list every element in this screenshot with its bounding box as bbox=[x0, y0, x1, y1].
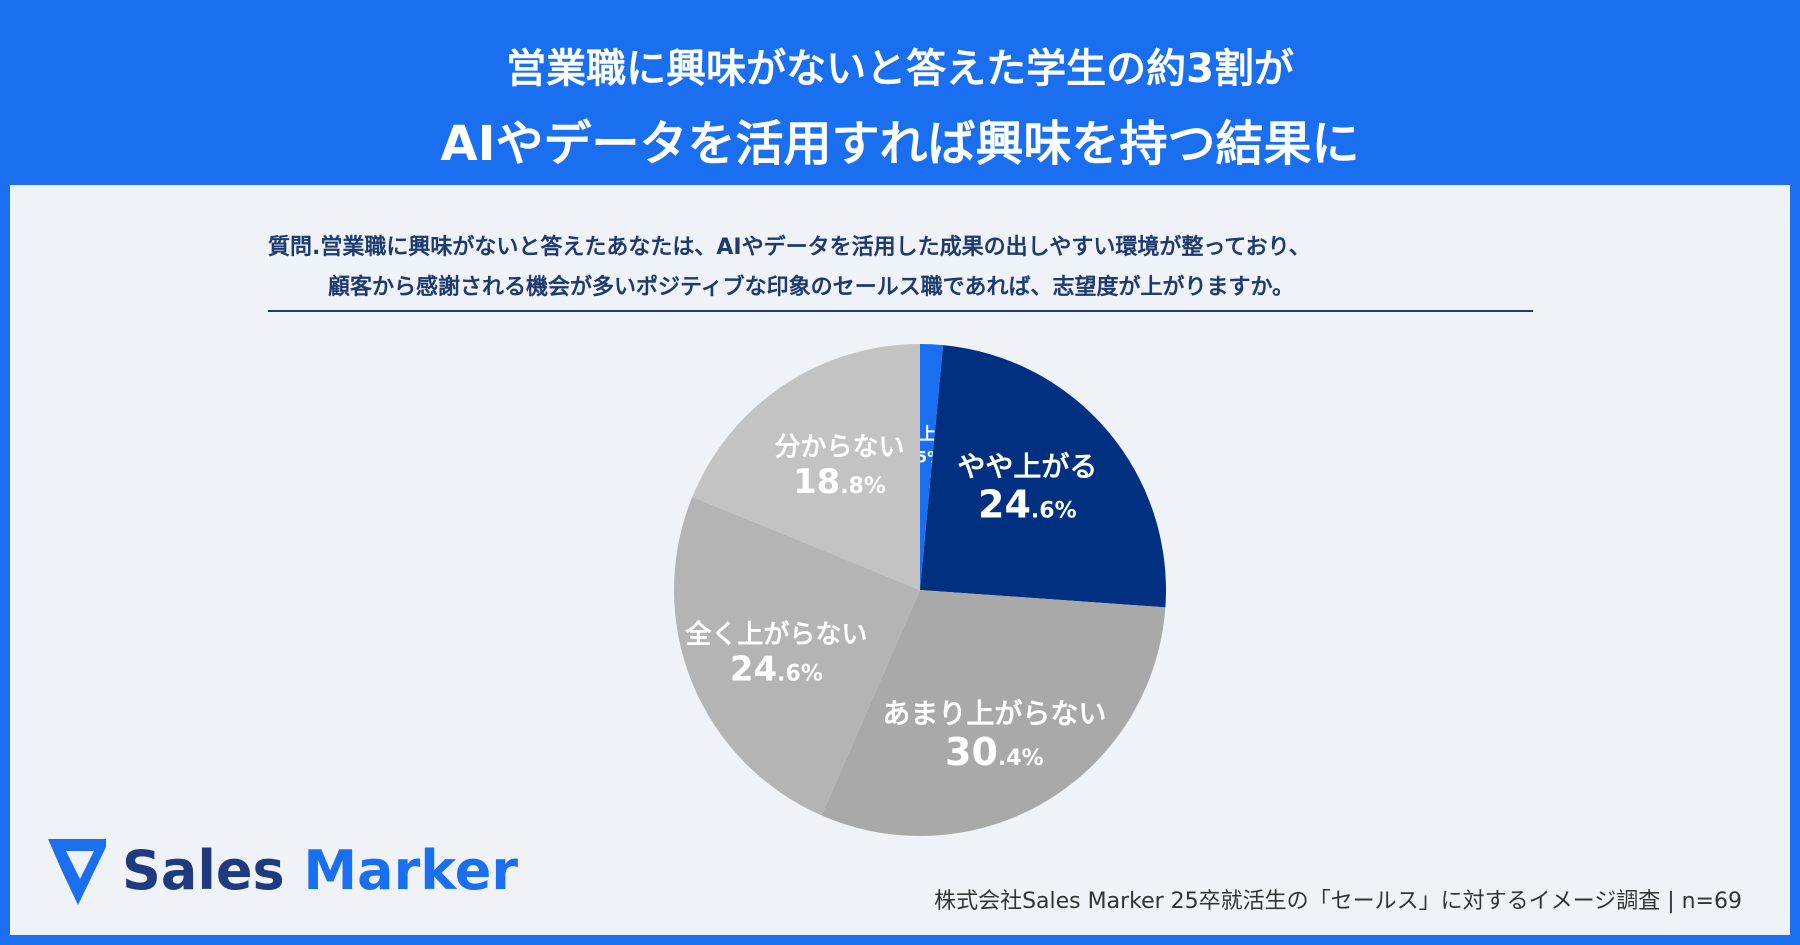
question-line-1: 質問.営業職に興味がないと答えたあなたは、AIやデータを活用した成果の出しやすい… bbox=[268, 235, 1311, 260]
slice-label-4: 全く上がらない bbox=[684, 619, 867, 650]
slice-label-2: やや上がる bbox=[957, 450, 1097, 483]
slice-value-3: 30.4% bbox=[945, 730, 1044, 774]
pie-slice-5 bbox=[692, 344, 920, 590]
slice-label-5: 分からない bbox=[774, 432, 904, 462]
logo-word-sales: Sales bbox=[122, 839, 285, 902]
question-line-2: 顧客から感謝される機会が多いポジティブな印象のセールス職であれば、志望度が上がり… bbox=[328, 275, 1295, 300]
slice-value-5: 18.8% bbox=[793, 462, 886, 502]
question-divider bbox=[268, 310, 1533, 312]
logo-word-marker: Marker bbox=[303, 839, 518, 902]
survey-question: 質問.営業職に興味がないと答えたあなたは、AIやデータを活用した成果の出しやすい… bbox=[268, 228, 1538, 308]
title-banner: 営業職に興味がないと答えた学生の約3割が AIやデータを活用すれば興味を持つ結果… bbox=[10, 10, 1790, 185]
pie-slice-3 bbox=[821, 590, 1166, 836]
location-pin-logo-icon bbox=[48, 839, 106, 905]
sales-marker-logo: Sales Marker bbox=[40, 833, 518, 913]
slice-label-3: あまり上がらない bbox=[882, 697, 1106, 730]
source-note: 株式会社Sales Marker 25卒就活生の「セールス」に対するイメージ調査… bbox=[934, 889, 1742, 914]
title-line-2: AIやデータを活用すれば興味を持つ結果に bbox=[440, 116, 1360, 172]
slice-value-2: 24.6% bbox=[978, 483, 1077, 527]
slice-value-4: 24.6% bbox=[730, 650, 823, 690]
logo-wordmark: Sales Marker bbox=[122, 839, 518, 902]
pie-slice-1 bbox=[920, 344, 944, 590]
pie-slice-2 bbox=[920, 345, 1166, 608]
pie-slice-4 bbox=[674, 496, 920, 816]
title-line-1: 営業職に興味がないと答えた学生の約3割が bbox=[506, 46, 1294, 92]
pie-chart: かなり上がる1.5%やや上がる24.6%あまり上がらない30.4%全く上がらない… bbox=[674, 344, 1166, 836]
